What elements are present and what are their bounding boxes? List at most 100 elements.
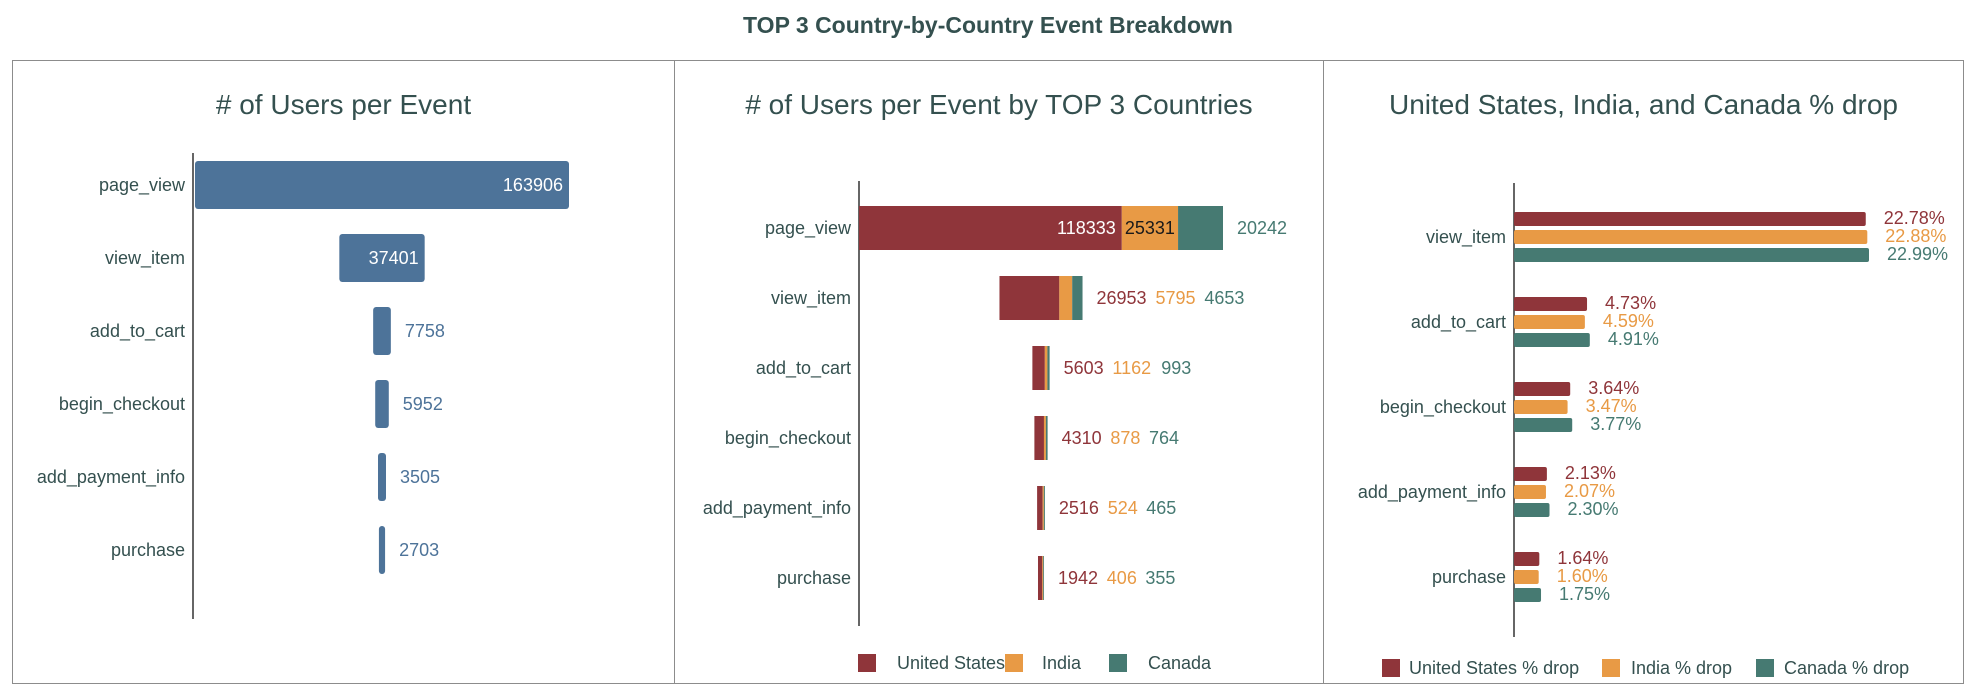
data-label-add-to-cart: 7758 xyxy=(405,321,445,341)
chart-panel-percent-drop: United States, India, and Canada % drop … xyxy=(1323,60,1964,684)
data-label-page-view-india: 25331 xyxy=(1125,218,1175,238)
category-label-view-item: view_item xyxy=(1426,227,1506,248)
bar-view-item-canada-drop xyxy=(1514,248,1869,262)
bar-purchase-canada-drop xyxy=(1514,588,1542,602)
data-label-add-payment-info-united-states: 2516 xyxy=(1059,498,1099,518)
data-label-purchase-india: 406 xyxy=(1107,568,1137,588)
bar-add-to-cart-united-states xyxy=(1032,346,1045,390)
category-label-purchase: purchase xyxy=(1432,567,1506,587)
bar-add-payment-info-canada-drop xyxy=(1514,503,1550,517)
data-label-add-payment-info-canada-drop: 2.30% xyxy=(1568,499,1619,519)
legend-label-canada-drop: Canada % drop xyxy=(1784,658,1909,678)
bar-purchase-canada xyxy=(1043,556,1045,600)
bar-purchase-united-states-drop xyxy=(1514,552,1540,566)
category-label-add-payment-info: add_payment_info xyxy=(703,498,851,519)
data-label-purchase-india-drop: 1.60% xyxy=(1557,566,1608,586)
category-label-begin-checkout: begin_checkout xyxy=(725,428,851,449)
data-label-view-item: 37401 xyxy=(369,248,419,268)
bar-add-payment-info-canada xyxy=(1043,486,1045,530)
data-label-add-to-cart-india-drop: 4.59% xyxy=(1603,311,1654,331)
legend-swatch-india-drop xyxy=(1602,659,1620,677)
bar-add-to-cart-india-drop xyxy=(1514,315,1585,329)
bar-begin-checkout-canada xyxy=(1045,416,1048,460)
bar-view-item xyxy=(339,234,425,282)
bar-add-payment-info-united-states-drop xyxy=(1514,467,1547,481)
data-label-page-view: 163906 xyxy=(503,175,563,195)
category-label-add-to-cart: add_to_cart xyxy=(756,358,851,379)
bar-add-payment-info-india xyxy=(1042,486,1044,530)
percent-drop-chart: 22.78%22.88%22.99% view_item 4.73%4.59%4.9… xyxy=(1358,183,1948,678)
data-label-add-to-cart-canada-drop: 4.91% xyxy=(1608,329,1659,349)
bar-add-to-cart-india xyxy=(1044,346,1048,390)
legend-label-canada: Canada xyxy=(1148,653,1212,673)
data-label-begin-checkout: 5952 xyxy=(403,394,443,414)
data-label-page-view-canada: 20242 xyxy=(1237,218,1287,238)
bar-purchase-india-drop xyxy=(1514,570,1539,584)
bar-purchase-united-states xyxy=(1037,556,1043,600)
bar-begin-checkout xyxy=(375,380,389,428)
chart-title-users-by-country: # of Users per Event by TOP 3 Countries xyxy=(745,89,1253,120)
data-label-begin-checkout-india-drop: 3.47% xyxy=(1586,396,1637,416)
chart-panel-users-per-event: # of Users per Event page_view 163906 view… xyxy=(12,60,675,684)
data-label-view-item-canada: 4653 xyxy=(1204,288,1244,308)
legend-label-india-drop: India % drop xyxy=(1631,658,1732,678)
category-label-add-to-cart: add_to_cart xyxy=(1411,312,1506,333)
data-label-add-to-cart-canada: 993 xyxy=(1161,358,1191,378)
legend-swatch-canada-drop xyxy=(1756,659,1774,677)
bar-page-view-united-states xyxy=(859,206,1122,250)
data-label-purchase-canada-drop: 1.75% xyxy=(1559,584,1610,604)
bar-page-view-canada xyxy=(1178,206,1223,250)
category-label-add-payment-info: add_payment_info xyxy=(37,467,185,488)
category-label-page-view: page_view xyxy=(765,218,852,239)
data-label-begin-checkout-india: 878 xyxy=(1110,428,1140,448)
users-by-country-chart: page_view 118333 25331 20242 view_item 26953 5… xyxy=(703,181,1287,673)
category-label-begin-checkout: begin_checkout xyxy=(1380,397,1506,418)
data-label-begin-checkout-canada-drop: 3.77% xyxy=(1590,414,1641,434)
data-label-add-to-cart-united-states: 5603 xyxy=(1064,358,1104,378)
bar-begin-checkout-united-states xyxy=(1034,416,1044,460)
bar-begin-checkout-india xyxy=(1043,416,1046,460)
data-label-add-to-cart-india: 1162 xyxy=(1112,358,1151,378)
legend-label-india: India xyxy=(1042,653,1082,673)
category-label-purchase: purchase xyxy=(777,568,851,588)
bar-view-item-united-states-drop xyxy=(1514,212,1866,226)
data-label-add-payment-info-united-states-drop: 2.13% xyxy=(1565,463,1616,483)
data-label-begin-checkout-united-states: 4310 xyxy=(1062,428,1102,448)
bar-add-payment-info-india-drop xyxy=(1514,485,1546,499)
data-label-view-item-india: 5795 xyxy=(1156,288,1196,308)
bar-add-to-cart-canada-drop xyxy=(1514,333,1590,347)
data-label-add-payment-info-canada: 465 xyxy=(1146,498,1176,518)
data-label-add-payment-info-india-drop: 2.07% xyxy=(1564,481,1615,501)
data-label-begin-checkout-united-states-drop: 3.64% xyxy=(1588,378,1639,398)
chart-panel-users-by-country: # of Users per Event by TOP 3 Countries … xyxy=(674,60,1324,684)
bar-begin-checkout-india-drop xyxy=(1514,400,1568,414)
legend-label-united-states: United States xyxy=(897,653,1005,673)
bar-view-item-united-states xyxy=(999,276,1060,320)
chart-title-users-per-event: # of Users per Event xyxy=(215,89,472,120)
bar-view-item-india-drop xyxy=(1514,230,1868,244)
data-label-view-item-united-states: 26953 xyxy=(1097,288,1147,308)
bar-page-view-india xyxy=(1121,206,1179,250)
chart-title-percent-drop: United States, India, and Canada % drop xyxy=(1388,89,1898,120)
legend-swatch-canada xyxy=(1109,654,1127,672)
legend-swatch-united-states-drop xyxy=(1382,659,1400,677)
data-label-purchase: 2703 xyxy=(399,540,439,560)
data-label-view-item-india-drop: 22.88% xyxy=(1885,226,1946,246)
category-label-view-item: view_item xyxy=(105,248,185,269)
bar-view-item-canada xyxy=(1072,276,1083,320)
bar-add-to-cart xyxy=(373,307,391,355)
page-title: TOP 3 Country-by-Country Event Breakdown xyxy=(743,12,1233,38)
bar-purchase-india xyxy=(1042,556,1044,600)
category-label-add-to-cart: add_to_cart xyxy=(90,321,185,342)
legend-swatch-united-states xyxy=(858,654,876,672)
data-label-view-item-united-states-drop: 22.78% xyxy=(1884,208,1945,228)
bar-begin-checkout-canada-drop xyxy=(1514,418,1573,432)
bar-begin-checkout-united-states-drop xyxy=(1514,382,1571,396)
users-per-event-chart: page_view 163906 view_item 37401 add_to_cart… xyxy=(37,153,569,619)
data-label-purchase-united-states-drop: 1.64% xyxy=(1557,548,1608,568)
category-label-purchase: purchase xyxy=(111,540,185,560)
bar-add-payment-info xyxy=(378,453,386,501)
category-label-add-payment-info: add_payment_info xyxy=(1358,482,1506,503)
bar-add-payment-info-united-states xyxy=(1037,486,1043,530)
category-label-page-view: page_view xyxy=(99,175,186,196)
